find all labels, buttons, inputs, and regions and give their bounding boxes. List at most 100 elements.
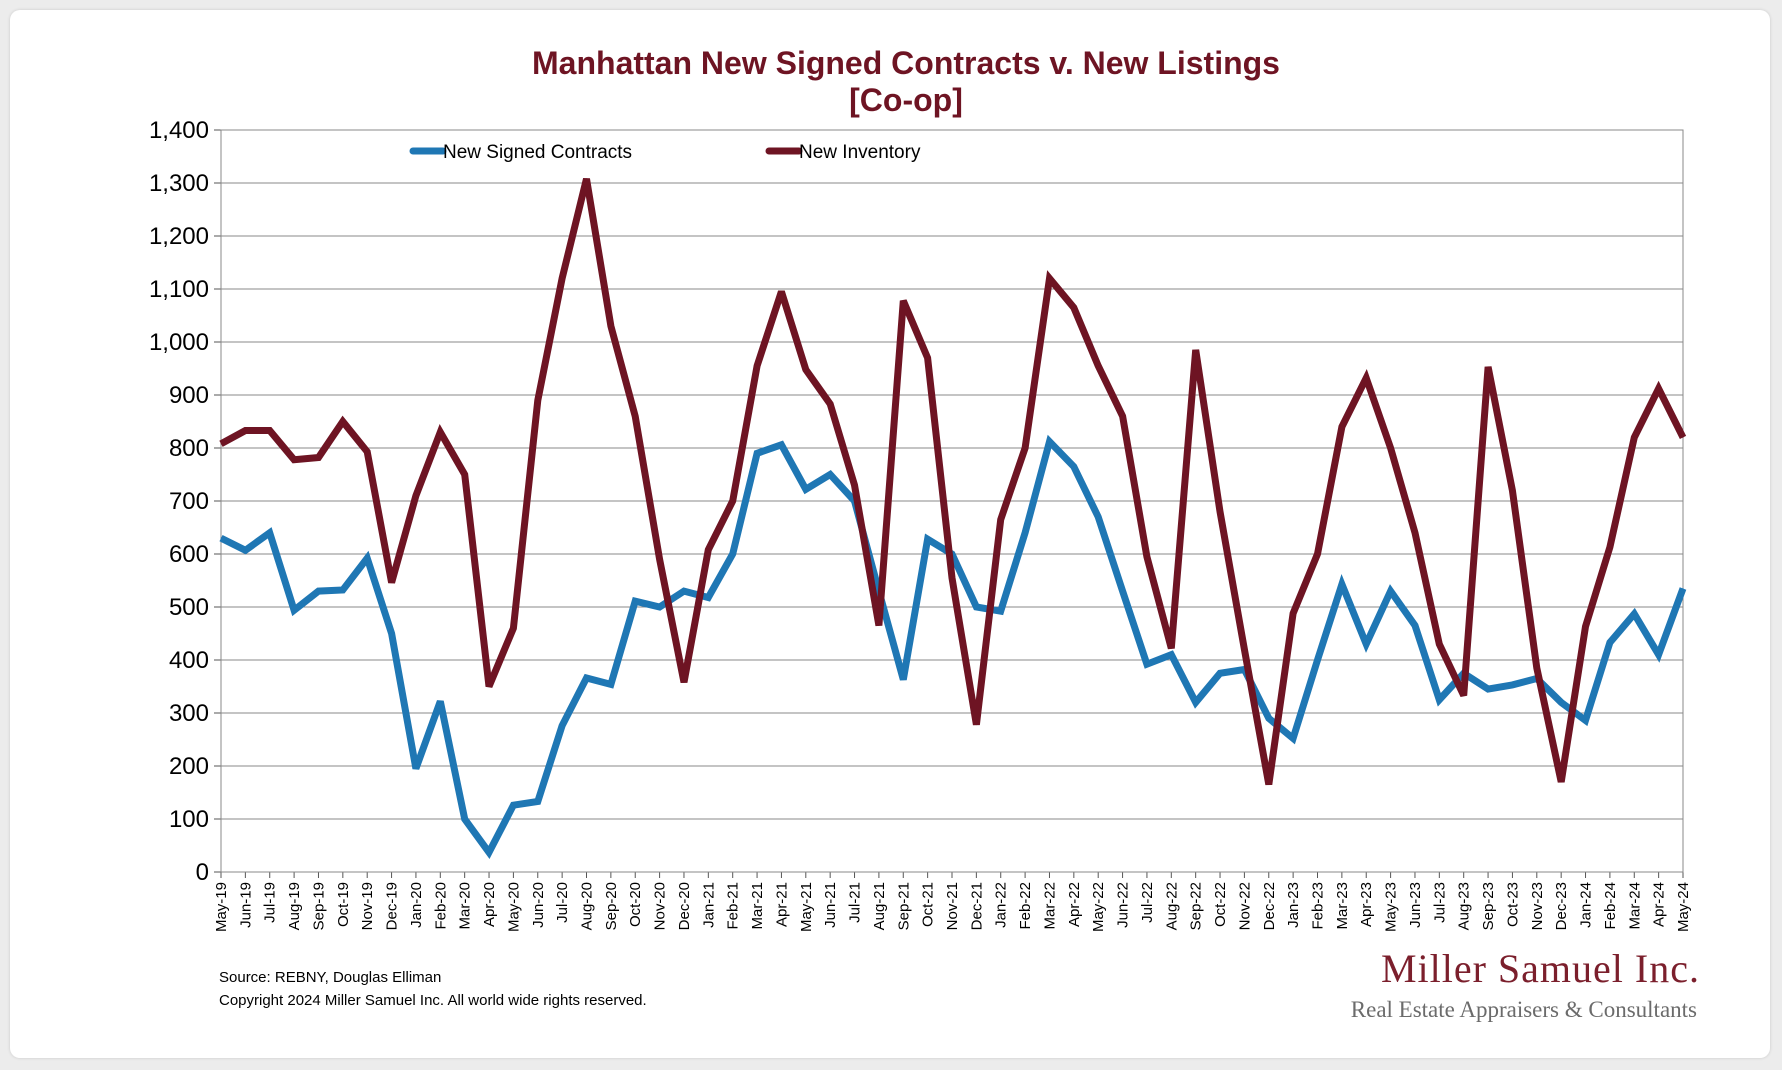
x-tick-label: Dec-21 xyxy=(968,882,985,930)
data-point xyxy=(805,369,807,371)
data-point xyxy=(1585,719,1587,721)
x-tick-label: Sep-23 xyxy=(1480,882,1497,930)
x-axis-ticks: May-19 Jun-19 Jul-19 Aug-19 Sep-19 Oct-19 Nov-… xyxy=(213,872,1692,932)
data-point xyxy=(1511,489,1513,491)
data-point xyxy=(1122,415,1124,417)
x-tick-label: May-24 xyxy=(1675,882,1692,932)
x-tick-label: Nov-21 xyxy=(944,882,961,930)
data-point xyxy=(220,443,222,445)
x-tick-label: Dec-19 xyxy=(384,882,401,930)
data-point xyxy=(878,625,880,627)
data-point xyxy=(1195,701,1197,703)
data-point xyxy=(1073,466,1075,468)
x-tick-label: Sep-21 xyxy=(895,882,912,930)
x-tick-label: Feb-20 xyxy=(432,882,449,930)
data-point xyxy=(1390,447,1392,449)
series-layer xyxy=(219,177,1687,860)
data-point xyxy=(1048,441,1050,443)
y-tick-label: 1,200 xyxy=(149,223,209,250)
y-tick-label: 200 xyxy=(169,753,209,780)
data-point xyxy=(732,500,734,502)
data-point xyxy=(537,801,539,803)
x-tick-label: Jun-21 xyxy=(822,882,839,928)
data-point xyxy=(317,457,319,459)
data-point xyxy=(1048,277,1050,279)
data-point xyxy=(1682,587,1684,589)
x-tick-label: Apr-20 xyxy=(481,882,498,927)
data-point xyxy=(659,558,661,560)
data-point xyxy=(488,686,490,687)
x-tick-label: Jan-24 xyxy=(1578,882,1595,928)
data-point xyxy=(244,430,246,432)
data-point xyxy=(1658,388,1660,390)
data-point xyxy=(1682,436,1684,438)
data-point xyxy=(415,495,417,497)
data-point xyxy=(1609,642,1611,644)
data-point xyxy=(293,609,295,611)
data-point xyxy=(1487,366,1489,368)
x-tick-label: Jul-23 xyxy=(1431,882,1448,923)
x-tick-label: Nov-20 xyxy=(652,882,669,930)
x-tick-label: Oct-22 xyxy=(1212,882,1229,927)
x-tick-label: Oct-20 xyxy=(627,882,644,927)
data-point xyxy=(1511,684,1513,686)
x-tick-label: Jan-20 xyxy=(408,882,425,928)
data-point xyxy=(1292,612,1294,614)
data-point xyxy=(439,431,441,433)
x-tick-label: Nov-19 xyxy=(359,882,376,930)
x-tick-label: May-19 xyxy=(213,882,230,932)
y-tick-label: 1,300 xyxy=(149,170,209,197)
x-tick-label: Oct-23 xyxy=(1504,882,1521,927)
data-point xyxy=(512,627,514,629)
data-point xyxy=(756,452,758,454)
data-point xyxy=(512,804,514,806)
data-point xyxy=(1000,519,1002,521)
x-tick-label: Jun-22 xyxy=(1115,882,1132,928)
x-tick-label: Oct-21 xyxy=(920,882,937,927)
data-point xyxy=(1341,583,1343,585)
legend-label-contracts: New Signed Contracts xyxy=(443,142,632,163)
data-point xyxy=(1243,648,1245,650)
data-point xyxy=(1536,667,1538,669)
y-tick-label: 900 xyxy=(169,382,209,409)
data-point xyxy=(342,589,344,591)
data-point xyxy=(1268,784,1270,786)
data-point xyxy=(659,606,661,608)
x-tick-label: Jun-23 xyxy=(1407,882,1424,928)
x-tick-label: Jan-23 xyxy=(1285,882,1302,928)
data-point xyxy=(707,596,709,598)
x-tick-label: Jun-19 xyxy=(237,882,254,928)
x-tick-label: Sep-20 xyxy=(603,882,620,930)
data-point xyxy=(1219,511,1221,513)
data-point xyxy=(1390,590,1392,592)
x-tick-label: Feb-22 xyxy=(1017,882,1034,930)
data-point xyxy=(269,532,271,534)
data-point xyxy=(610,683,612,685)
y-tick-label: 100 xyxy=(169,806,209,833)
data-point xyxy=(805,488,807,490)
data-point xyxy=(366,451,368,453)
x-tick-label: Feb-24 xyxy=(1602,882,1619,930)
data-point xyxy=(1170,654,1172,656)
x-tick-label: Aug-20 xyxy=(579,882,596,930)
data-point xyxy=(1195,349,1197,351)
data-point xyxy=(1585,626,1587,628)
legend-label-inventory: New Inventory xyxy=(799,142,921,163)
data-point xyxy=(269,430,271,432)
data-point xyxy=(415,768,417,770)
data-point xyxy=(1317,553,1318,555)
y-axis-ticks: 0 100 200 300 400 500 600 700 800 900 1,000 1,100 1,… xyxy=(149,117,221,886)
data-point xyxy=(1122,590,1124,592)
data-point xyxy=(902,679,904,681)
data-point xyxy=(561,725,563,727)
data-point xyxy=(488,851,490,853)
data-point xyxy=(464,818,466,820)
y-tick-label: 300 xyxy=(169,700,209,727)
data-point xyxy=(634,600,636,602)
data-point xyxy=(366,557,368,559)
data-point xyxy=(1146,663,1148,665)
x-tick-label: Nov-23 xyxy=(1529,882,1546,930)
x-tick-label: Apr-23 xyxy=(1358,882,1375,927)
data-point xyxy=(537,399,539,401)
series-line-new-inventory xyxy=(219,177,1687,786)
